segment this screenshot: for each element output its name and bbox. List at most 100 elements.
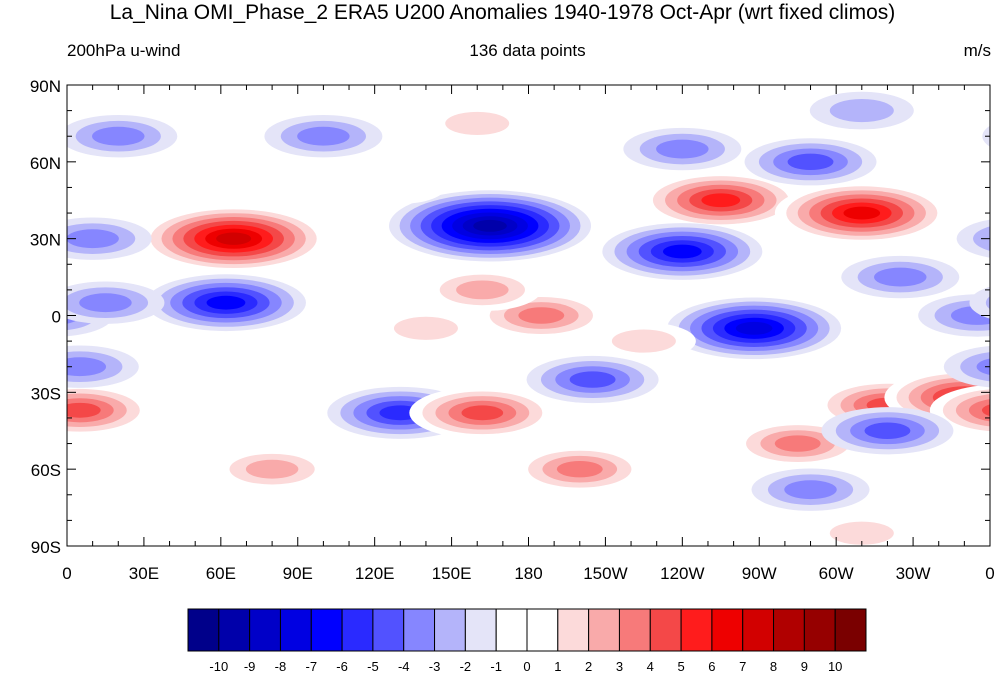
lon-tick-label: 90W: [742, 564, 777, 583]
anomaly-center-negative: [602, 223, 763, 280]
subtitle-units: m/s: [963, 41, 991, 60]
anomaly-contour-level: [656, 139, 709, 159]
anomaly-center-positive: [591, 322, 696, 360]
colorbar-box: [464, 608, 497, 652]
anomaly-contour-level: [829, 521, 894, 545]
colorbar-label: -2: [460, 659, 472, 674]
anomaly-contour-level: [999, 121, 1005, 152]
colorbar-label: -7: [305, 659, 317, 674]
colorbar-label: 5: [677, 659, 684, 674]
anomaly-contour-level: [206, 295, 246, 310]
anomaly-contour-level: [67, 402, 101, 418]
colorbar-box: [649, 608, 682, 652]
anomaly-contour-level: [569, 371, 616, 388]
anomaly-contour-level: [976, 358, 990, 375]
colorbar-box: [711, 608, 744, 652]
colorbar-box: [742, 608, 775, 652]
colorbar: -10 -9 -8 -7 -6 -5 -4 -3 -2 -1 0 1 2 3 4 5 6 7 8 9 10: [187, 608, 867, 674]
lon-tick-label: 30W: [896, 564, 931, 583]
colorbar-box: [341, 608, 374, 652]
anomaly-center-negative: [67, 345, 990, 388]
colorbar-label: -9: [244, 659, 256, 674]
anomaly-contour-level: [611, 329, 676, 353]
colorbar-label: -8: [275, 659, 287, 674]
colorbar-label: 1: [554, 659, 561, 674]
anomaly-center-negative: [145, 274, 306, 332]
anomaly-contour-level: [245, 459, 299, 479]
lon-tick-label: 180: [514, 564, 542, 583]
anomaly-center-negative: [751, 468, 870, 511]
lat-tick-label: 30S: [31, 384, 61, 403]
anomaly-contour-level: [67, 229, 119, 249]
anomaly-center-positive: [373, 309, 478, 348]
colorbar-label: 2: [585, 659, 592, 674]
lat-tick-label: 60N: [30, 154, 61, 173]
lon-tick-label: 150W: [583, 564, 627, 583]
anomaly-center-positive: [213, 447, 332, 491]
anomaly-center-positive: [640, 171, 801, 229]
anomaly-contour-level: [960, 352, 990, 382]
colorbar-box: [526, 608, 559, 652]
anomaly-center-negative: [264, 115, 383, 158]
colorbar-box: [310, 608, 343, 652]
anomaly-contour-level: [989, 236, 990, 241]
anomaly-center-negative: [67, 217, 990, 260]
anomaly-contour-level: [864, 422, 911, 439]
anomaly-center-positive: [355, 171, 446, 204]
lon-tick-label: 60E: [206, 564, 236, 583]
colorbar-label: 10: [828, 659, 842, 674]
anomaly-contour-level: [297, 126, 350, 146]
anomaly-contour-level: [67, 357, 107, 377]
lon-tick-label: 0: [985, 564, 994, 583]
lon-tick-label: 120E: [355, 564, 395, 583]
colorbar-box: [588, 608, 620, 652]
anomaly-center-negative: [389, 190, 592, 262]
lat-tick-label: 30N: [30, 231, 61, 250]
lon-tick-label: 60W: [819, 564, 854, 583]
colorbar-box: [680, 608, 713, 652]
anomaly-contour-level: [985, 296, 990, 310]
colorbar-label: -5: [367, 659, 379, 674]
colorbar-label: -4: [398, 659, 410, 674]
colorbar-label: -6: [336, 659, 348, 674]
colorbar-label: -3: [429, 659, 441, 674]
colorbar-box: [218, 608, 251, 652]
lon-tick-label: 150E: [432, 564, 472, 583]
colorbar-box: [249, 608, 281, 652]
anomaly-contour-level: [518, 307, 565, 324]
anomaly-center-negative: [623, 127, 742, 171]
anomaly-center-negative: [744, 138, 877, 186]
anomaly-contour-level: [393, 316, 458, 340]
lon-tick-label: 90E: [283, 564, 313, 583]
anomaly-center-negative: [821, 407, 954, 455]
lat-tick-label: 0: [52, 308, 61, 327]
colorbar-label: 4: [647, 659, 654, 674]
anomaly-center-positive: [409, 386, 556, 439]
colorbar-box: [434, 608, 466, 652]
anomaly-contour-level: [829, 99, 894, 123]
anomaly-center-positive: [774, 182, 949, 244]
colorbar-box: [279, 608, 312, 652]
colorbar-label: -1: [490, 659, 502, 674]
anomaly-contour-level: [968, 399, 990, 422]
anomaly-contour-level: [784, 480, 837, 500]
lon-tick-label: 0: [62, 564, 71, 583]
anomaly-contour-level: [874, 267, 927, 287]
colorbar-box: [773, 608, 805, 652]
anomaly-contour-level: [969, 286, 990, 319]
lon-tick-label: 30E: [129, 564, 159, 583]
anomaly-center-negative: [809, 91, 914, 130]
subtitle-data-points: 136 data points: [469, 41, 586, 60]
anomaly-contour-level: [216, 232, 252, 245]
anomaly-center-positive: [425, 104, 530, 143]
subtitle-variable: 200hPa u-wind: [67, 41, 181, 60]
colorbar-box: [803, 608, 836, 652]
colorbar-label: 7: [739, 659, 746, 674]
colorbar-box: [834, 608, 867, 652]
lat-tick-label: 90N: [30, 77, 61, 96]
colorbar-label: 3: [616, 659, 623, 674]
anomaly-center-negative: [667, 297, 842, 360]
anomaly-contour-level: [556, 460, 603, 478]
lon-tick-label: 120W: [660, 564, 704, 583]
